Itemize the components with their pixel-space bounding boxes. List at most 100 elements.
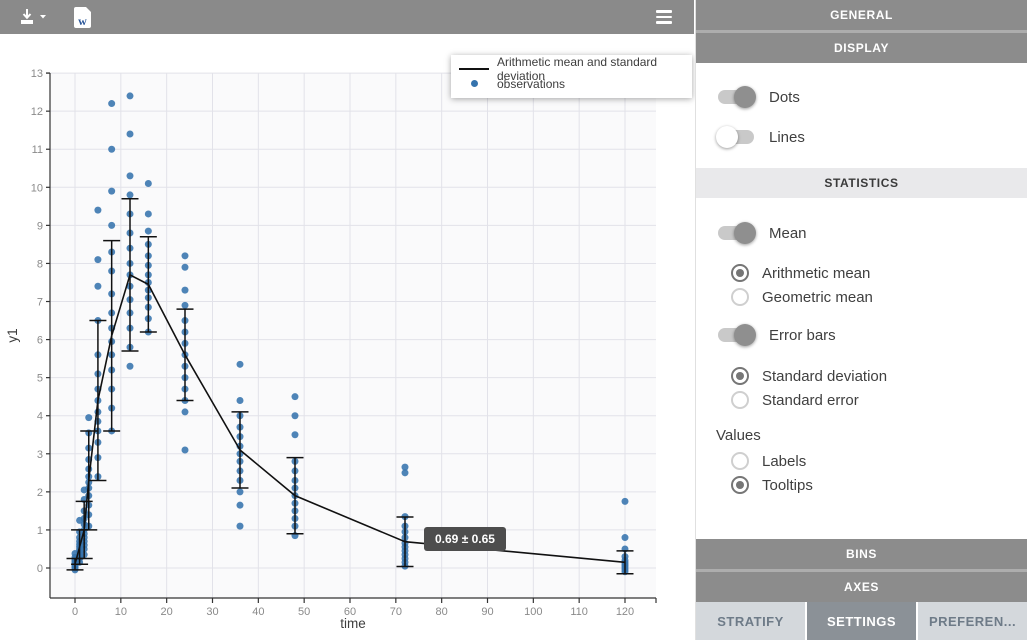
lines-toggle-label: Lines: [769, 128, 805, 146]
section-header-statistics[interactable]: STATISTICS: [696, 168, 1027, 198]
svg-text:50: 50: [298, 606, 310, 618]
section-header-display[interactable]: DISPLAY: [696, 33, 1027, 63]
panel-spacer: [696, 497, 1027, 539]
geometric-mean-radio[interactable]: [731, 288, 749, 306]
svg-text:90: 90: [481, 606, 493, 618]
line-swatch-icon: [459, 67, 489, 70]
word-file-icon: w: [74, 6, 91, 28]
y-axis-label: y1: [5, 328, 20, 342]
hamburger-menu-button[interactable]: [656, 10, 672, 24]
hamburger-icon-bar: [656, 15, 672, 19]
dots-toggle[interactable]: [716, 86, 756, 108]
standard-error-radio[interactable]: [731, 391, 749, 409]
dot-swatch-icon: [470, 80, 478, 87]
standard-error-label: Standard error: [762, 391, 859, 409]
svg-text:6: 6: [37, 335, 43, 347]
gridlines: [50, 72, 656, 598]
mean-toggle[interactable]: [716, 222, 756, 244]
svg-text:5: 5: [37, 373, 43, 385]
section-header-axes[interactable]: AXES: [696, 572, 1027, 602]
toggle-knob: [734, 324, 756, 346]
arithmetic-mean-label: Arithmetic mean: [762, 264, 871, 282]
lines-toggle-row: Lines: [696, 117, 1027, 157]
mean-toggle-label: Mean: [769, 224, 807, 242]
tab-stratify[interactable]: STRATIFY: [696, 602, 805, 640]
svg-text:9: 9: [37, 220, 43, 232]
svg-text:10: 10: [31, 182, 43, 194]
legend-observations-label: observations: [497, 76, 566, 91]
download-icon: [21, 9, 46, 24]
svg-text:13: 13: [31, 68, 43, 80]
mean-toggle-row: Mean: [696, 213, 1027, 253]
standard-deviation-radio[interactable]: [731, 367, 749, 385]
svg-text:100: 100: [524, 606, 542, 618]
dots-toggle-label: Dots: [769, 88, 800, 106]
mean-line: [74, 273, 626, 565]
header-divider: [696, 30, 1027, 33]
legend-entry-mean: Arithmetic mean and standard deviation: [457, 55, 684, 83]
svg-text:60: 60: [344, 606, 356, 618]
svg-text:120: 120: [616, 606, 634, 618]
legend-entry-observations: observations: [457, 76, 684, 91]
svg-text:0: 0: [37, 563, 43, 575]
svg-text:1: 1: [37, 525, 43, 537]
x-axis-label: time: [340, 616, 366, 631]
chart-area: 0 1 2 3 4 5 6 7 8 9 10 11 12 13 0 10 20 30 40 50 60 70 80 90 100…: [0, 34, 694, 640]
labels-radio-row: Labels: [696, 449, 1027, 473]
labels-radio[interactable]: [731, 452, 749, 470]
export-button[interactable]: [18, 7, 48, 27]
lines-toggle[interactable]: [716, 126, 756, 148]
standard-deviation-radio-row: Standard deviation: [696, 364, 1027, 388]
hamburger-icon: [656, 10, 672, 13]
hamburger-icon-bar: [656, 21, 672, 24]
labels-radio-label: Labels: [762, 452, 807, 470]
geometric-mean-label: Geometric mean: [762, 288, 873, 306]
header-divider: [696, 569, 1027, 572]
page-fold: [86, 6, 91, 12]
word-export-button[interactable]: w: [74, 6, 91, 28]
mean-line-swatch: [457, 67, 491, 70]
tooltips-radio-row: Tooltips: [696, 473, 1027, 497]
toggle-knob: [734, 222, 756, 244]
svg-text:70: 70: [390, 606, 402, 618]
svg-text:10: 10: [115, 606, 127, 618]
dots-toggle-row: Dots: [696, 77, 1027, 117]
svg-text:80: 80: [436, 606, 448, 618]
values-group-label: Values: [716, 427, 761, 444]
tooltips-radio[interactable]: [731, 476, 749, 494]
standard-deviation-label: Standard deviation: [762, 367, 888, 385]
svg-text:12: 12: [31, 106, 43, 118]
svg-text:3: 3: [37, 449, 43, 461]
toggle-knob: [716, 126, 738, 148]
section-header-general[interactable]: GENERAL: [696, 0, 1027, 30]
observations-dot-swatch: [457, 80, 491, 87]
section-header-bins[interactable]: BINS: [696, 539, 1027, 569]
svg-text:0: 0: [72, 606, 78, 618]
word-letter: w: [78, 13, 87, 28]
svg-text:7: 7: [37, 297, 43, 309]
chart-legend: Arithmetic mean and standard deviation o…: [451, 55, 692, 98]
error-bars-toggle[interactable]: [716, 324, 756, 346]
svg-text:2: 2: [37, 487, 43, 499]
value-tooltip: 0.69 ± 0.65: [424, 527, 506, 551]
tooltips-radio-label: Tooltips: [762, 476, 813, 494]
caret-down-icon: [40, 15, 46, 19]
tab-settings[interactable]: SETTINGS: [805, 602, 916, 640]
plot-background: [50, 73, 656, 598]
chart-toolbar: w: [0, 0, 694, 34]
standard-error-radio-row: Standard error: [696, 388, 1027, 412]
axes: [46, 72, 657, 603]
bottom-tab-bar: STRATIFY SETTINGS PREFEREN...: [696, 602, 1027, 640]
svg-text:4: 4: [37, 411, 43, 423]
svg-text:30: 30: [206, 606, 218, 618]
error-bars-toggle-row: Error bars: [696, 315, 1027, 355]
legend-mean-label: Arithmetic mean and standard deviation: [497, 54, 658, 83]
tab-preferences[interactable]: PREFEREN...: [916, 602, 1027, 640]
arithmetic-mean-radio[interactable]: [731, 264, 749, 282]
toggle-knob: [734, 86, 756, 108]
error-bars-toggle-label: Error bars: [769, 326, 836, 344]
svg-text:8: 8: [37, 258, 43, 270]
